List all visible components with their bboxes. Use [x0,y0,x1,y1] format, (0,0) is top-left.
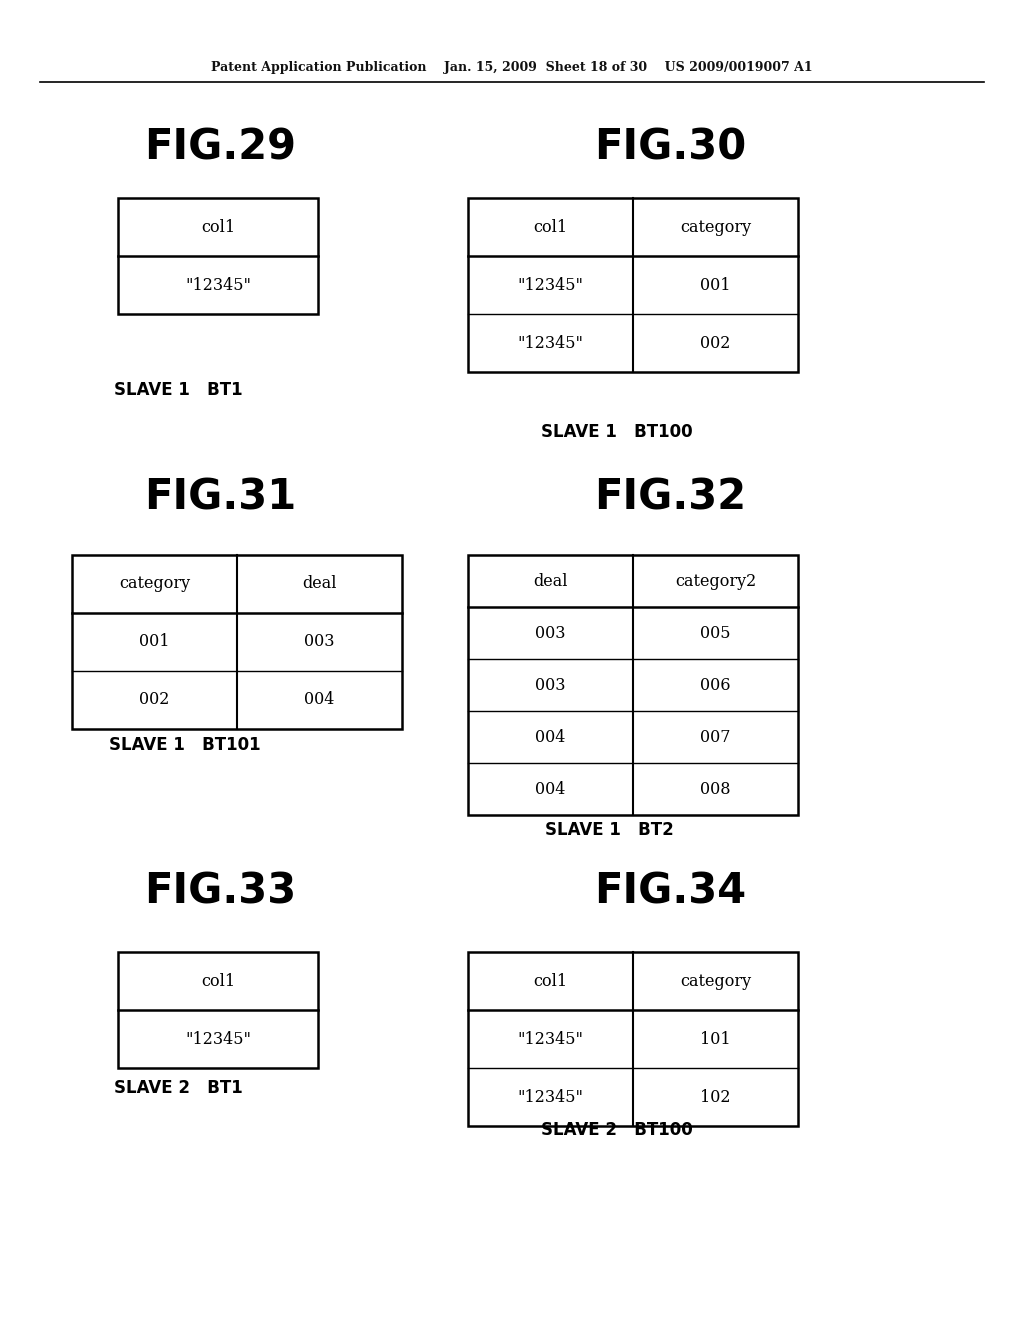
Text: SLAVE 1   BT2: SLAVE 1 BT2 [545,821,674,840]
Text: SLAVE 2   BT1: SLAVE 2 BT1 [114,1078,243,1097]
Text: SLAVE 1   BT101: SLAVE 1 BT101 [110,737,261,754]
Bar [118,198,318,314]
Text: 003: 003 [536,676,565,693]
Text: FIG.30: FIG.30 [594,127,746,169]
Text: 102: 102 [700,1089,731,1106]
Text: category2: category2 [675,573,756,590]
Text: col1: col1 [201,973,236,990]
Text: "12345": "12345" [517,334,584,351]
Text: 006: 006 [700,676,731,693]
Text: "12345": "12345" [517,276,584,293]
Text: category: category [119,576,190,593]
Text: FIG.29: FIG.29 [144,127,296,169]
Text: 002: 002 [700,334,731,351]
Bar [468,198,798,372]
Text: col1: col1 [534,219,567,235]
Text: FIG.32: FIG.32 [594,477,746,519]
Text: 101: 101 [700,1031,731,1048]
Text: "12345": "12345" [517,1089,584,1106]
Text: "12345": "12345" [517,1031,584,1048]
Bar [468,952,798,1126]
Text: 007: 007 [700,729,731,746]
Text: category: category [680,973,751,990]
Bar [72,554,402,729]
Text: 001: 001 [139,634,170,651]
Text: 005: 005 [700,624,731,642]
Text: 004: 004 [304,692,335,709]
Text: 002: 002 [139,692,170,709]
Text: SLAVE 2   BT100: SLAVE 2 BT100 [541,1121,693,1139]
Text: category: category [680,219,751,235]
Text: col1: col1 [201,219,236,235]
Text: 008: 008 [700,780,731,797]
Text: deal: deal [534,573,567,590]
Text: Patent Application Publication    Jan. 15, 2009  Sheet 18 of 30    US 2009/00190: Patent Application Publication Jan. 15, … [211,62,813,74]
Text: SLAVE 1   BT1: SLAVE 1 BT1 [114,381,243,399]
Text: 003: 003 [304,634,335,651]
Text: FIG.34: FIG.34 [594,871,746,913]
Text: "12345": "12345" [185,1031,251,1048]
Text: FIG.31: FIG.31 [144,477,296,519]
Text: col1: col1 [534,973,567,990]
Text: FIG.33: FIG.33 [144,871,296,913]
Text: 004: 004 [536,780,565,797]
Text: deal: deal [302,576,337,593]
Text: 003: 003 [536,624,565,642]
Text: 004: 004 [536,729,565,746]
Bar [118,952,318,1068]
Text: 001: 001 [700,276,731,293]
Text: "12345": "12345" [185,276,251,293]
Text: SLAVE 1   BT100: SLAVE 1 BT100 [542,422,693,441]
Bar [468,554,798,814]
